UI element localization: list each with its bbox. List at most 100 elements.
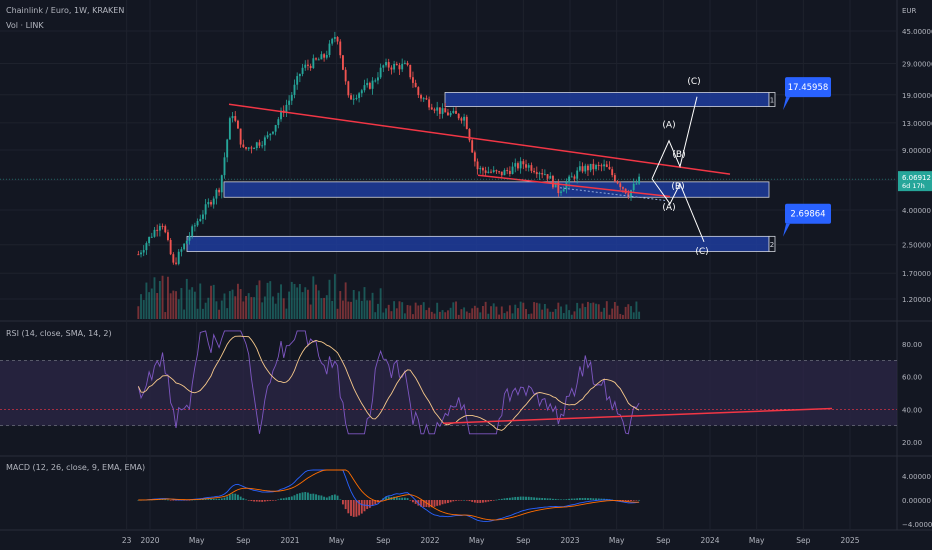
candle-body [549, 175, 552, 179]
macd-histogram-bar [215, 498, 218, 500]
volume-bar [608, 314, 611, 319]
time-tick-label: May [329, 536, 345, 545]
macd-histogram-bar [484, 500, 487, 503]
price-tick-label: 45.00000 [902, 28, 932, 36]
candle-body [428, 99, 431, 108]
volume-bar [333, 274, 336, 319]
macd-histogram-bar [519, 496, 522, 500]
trendlines [228, 103, 731, 201]
volume-bar [280, 284, 282, 319]
candle-body [272, 131, 274, 134]
bearish-wave-path [651, 178, 705, 243]
rsi-tick-label: 80.00 [902, 341, 922, 349]
macd-histogram-bar [255, 500, 258, 502]
candle-body [597, 165, 600, 167]
time-tick-label: Sep [796, 536, 810, 545]
candle-body [622, 187, 624, 189]
macd-histogram-bar [554, 498, 557, 500]
volume-bar [285, 308, 288, 319]
macd-histogram-bar [573, 498, 576, 500]
time-tick-label: 2021 [280, 536, 299, 545]
candle-body [234, 116, 237, 121]
wave-label-up: (C) [687, 77, 700, 87]
macd-histogram-bar [164, 499, 167, 501]
candle-body [328, 43, 331, 55]
macd-histogram-bar [320, 495, 323, 500]
volume-bar [533, 302, 536, 319]
lower-target-callout-pointer [783, 223, 790, 237]
volume-bar [630, 306, 632, 319]
macd-histogram-bar [218, 498, 221, 500]
volume-bar [622, 314, 624, 319]
volume-bar [220, 300, 223, 319]
volume-bar [339, 291, 342, 319]
volume-bar [471, 308, 474, 319]
macd-histogram-bar [344, 500, 347, 510]
macd-histogram-bar [272, 500, 274, 501]
candle-body [538, 173, 541, 175]
volume-bar [212, 284, 215, 319]
candle-body [177, 251, 180, 264]
volume-bar [210, 285, 212, 319]
volume-bar [444, 312, 447, 319]
volume-bar [323, 297, 326, 319]
volume-bar [266, 282, 269, 319]
macd-histogram-bar [266, 500, 269, 502]
candle-body [193, 225, 196, 227]
candle-body [226, 139, 229, 158]
macd-histogram-bar [635, 500, 638, 501]
volume-bar [344, 282, 347, 319]
volume-bar [455, 301, 457, 319]
volume-bar [517, 308, 519, 319]
macd-histogram-bar [460, 500, 463, 501]
macd-histogram-bar [223, 497, 226, 500]
volume-bar [368, 300, 371, 319]
macd-histogram-bar [473, 500, 476, 503]
candle-body [218, 189, 221, 193]
candle-body [204, 204, 207, 215]
volume-bar [150, 288, 153, 319]
descending-trendline [228, 103, 731, 175]
macd-histogram-bar [342, 500, 344, 505]
candle-body [382, 65, 385, 68]
candle-body [422, 98, 425, 100]
candle-body [533, 170, 536, 173]
volume-bar [269, 281, 272, 319]
candle-body [414, 82, 417, 88]
volume-bar [177, 299, 180, 319]
volume-bar [554, 309, 557, 319]
macd-histogram-bar [309, 493, 312, 500]
candle-body [605, 164, 608, 167]
macd-histogram-bar [541, 498, 544, 500]
volume-bar [169, 293, 172, 319]
wave-label-up: (A) [662, 121, 675, 131]
volume-bar [234, 296, 237, 319]
candle-body [288, 100, 291, 105]
volume-bar [328, 279, 331, 319]
macd-histogram-bar [525, 496, 527, 500]
candle-body [180, 249, 183, 252]
candle-body [228, 118, 231, 140]
candle-body [503, 170, 506, 176]
macd-histogram-bar [584, 497, 587, 500]
volume-bar [616, 305, 619, 319]
volume-bar [500, 306, 503, 319]
candle-body [331, 38, 334, 44]
macd-histogram-bar [619, 500, 622, 501]
macd-histogram-bar [560, 499, 562, 501]
candle-body [374, 80, 377, 82]
candle-body [150, 236, 153, 238]
candle-body [611, 169, 614, 176]
candle-body [412, 77, 414, 83]
volume-bar [417, 305, 420, 319]
macd-pane: 4.00000 0.00000 −4.00000 [137, 469, 932, 529]
time-tick-label: Sep [236, 536, 250, 545]
volume-bar [535, 302, 538, 319]
macd-histogram-bar [169, 500, 172, 501]
candle-body [584, 165, 587, 172]
volume-bar [250, 297, 253, 319]
volume-bar [218, 309, 221, 319]
candle-body [506, 170, 509, 172]
volume-bar [350, 301, 352, 319]
